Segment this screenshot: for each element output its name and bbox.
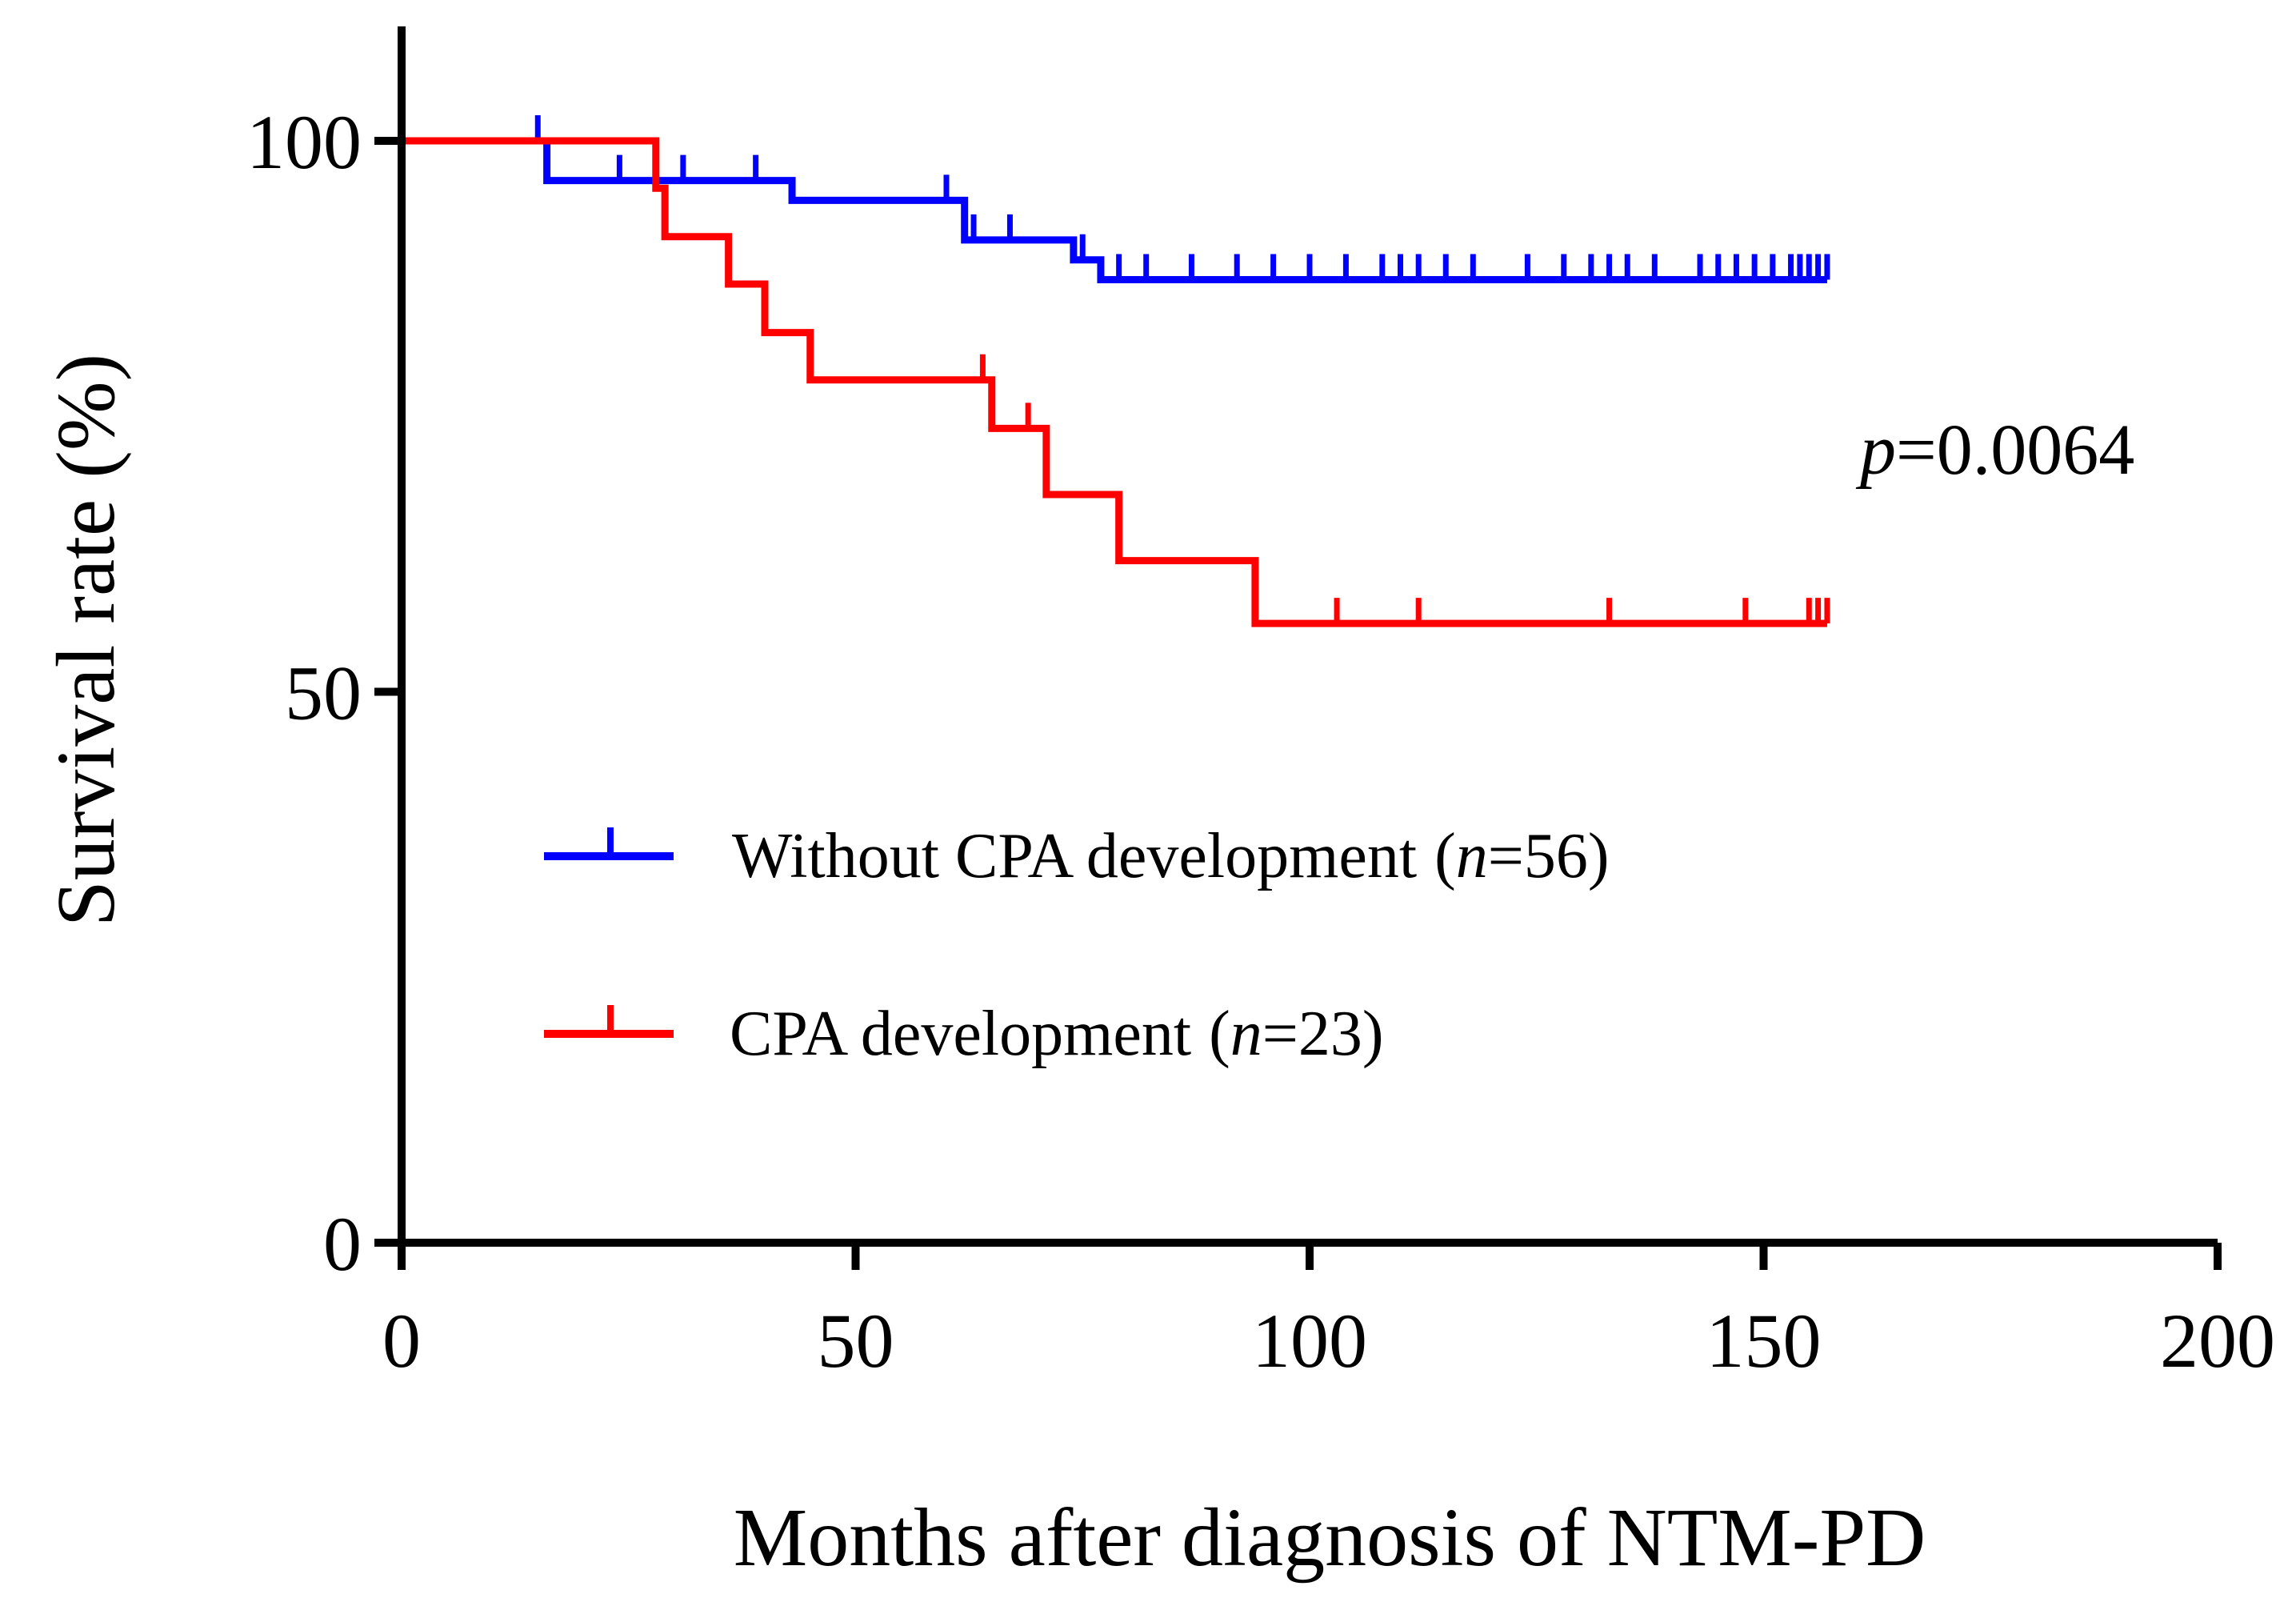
x-tick-label: 200 bbox=[2160, 1298, 2275, 1384]
legend-item-cpa: CPA development (n=23) bbox=[544, 999, 1383, 1069]
plot-series bbox=[402, 115, 1830, 627]
legend-main-text: Without CPA development bbox=[732, 821, 1417, 891]
x-tick-label: 50 bbox=[818, 1298, 894, 1384]
legend: Without CPA development (n=56) CPA develo… bbox=[544, 821, 1609, 1069]
p-value: =0.0064 bbox=[1896, 411, 2134, 490]
legend-n-label: n bbox=[1230, 999, 1262, 1069]
legend-label-cpa: CPA development (n=23) bbox=[730, 999, 1383, 1069]
legend-n-label: n bbox=[1456, 821, 1488, 891]
p-value-annotation: p=0.0064 bbox=[1855, 411, 2134, 490]
legend-main-text: CPA development bbox=[730, 999, 1191, 1069]
y-axis-title: Survival rate (%) bbox=[40, 354, 132, 927]
y-tick-label: 0 bbox=[323, 1201, 362, 1287]
legend-n-value: =23) bbox=[1262, 999, 1384, 1069]
x-tick-label: 0 bbox=[382, 1298, 421, 1384]
legend-label-without-cpa: Without CPA development (n=56) bbox=[732, 821, 1609, 891]
legend-item-without-cpa: Without CPA development (n=56) bbox=[544, 821, 1609, 891]
x-axis-title: Months after diagnosis of NTM-PD bbox=[734, 1492, 1926, 1584]
x-tick-label: 150 bbox=[1706, 1298, 1822, 1384]
y-tick-label: 50 bbox=[285, 651, 362, 736]
axis-ticks: 0 50 100 150 200 0 50 100 bbox=[246, 99, 2275, 1384]
series-line-1 bbox=[402, 137, 1827, 627]
x-tick-label: 100 bbox=[1252, 1298, 1367, 1384]
legend-n-value: =56) bbox=[1488, 821, 1610, 891]
y-tick-label: 100 bbox=[246, 99, 362, 185]
p-label: p bbox=[1855, 411, 1896, 490]
series-line-0 bbox=[402, 137, 1827, 284]
